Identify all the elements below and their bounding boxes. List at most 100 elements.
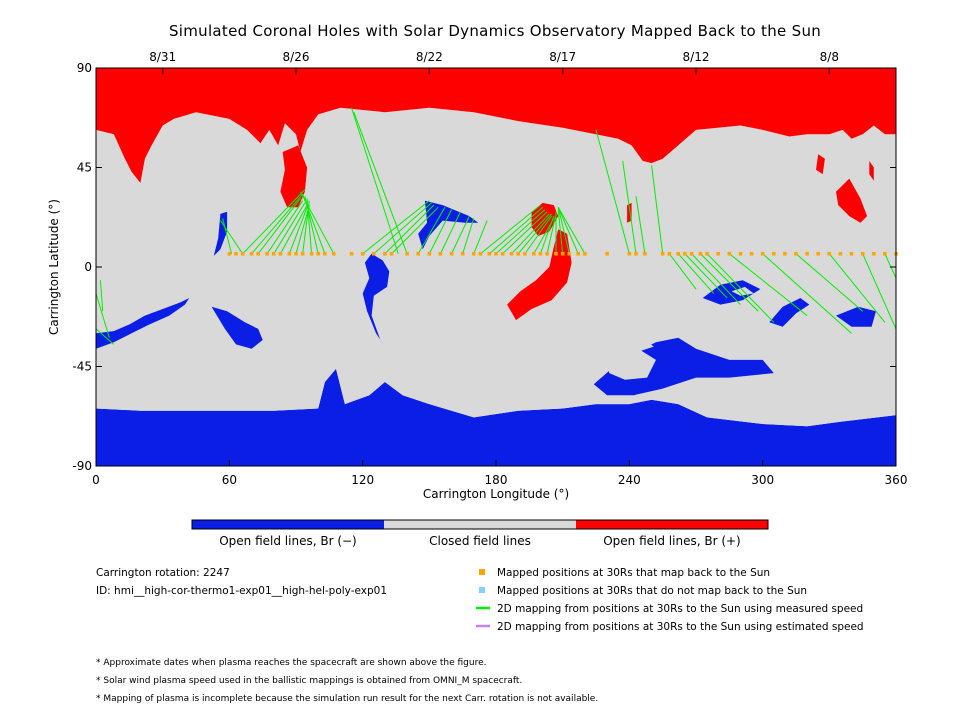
mapped-point: [727, 251, 732, 256]
mapped-point: [331, 251, 336, 256]
mapping-line: [622, 160, 637, 254]
legend-measured-label: 2D mapping from positions at 30Rs to the…: [497, 603, 863, 615]
mapping-line: [351, 107, 399, 254]
mapped-point: [523, 251, 527, 256]
mapped-point: [583, 251, 587, 256]
mapped-point: [438, 251, 443, 256]
mapping-line: [384, 204, 435, 255]
mapped-point: [349, 251, 354, 256]
mapped-point: [689, 251, 694, 256]
mapping-line: [439, 211, 461, 254]
mapping-line: [257, 198, 301, 255]
legend-mapped-marker: [479, 569, 485, 575]
date-tick-label: 8/26: [283, 50, 310, 64]
mapping-lines-layer: [95, 107, 897, 345]
mapped-point: [309, 251, 314, 256]
mapped-point: [294, 251, 298, 256]
mapped-point: [849, 251, 854, 256]
mapping-line: [302, 193, 326, 254]
mapping-line: [99, 280, 104, 312]
region-north-polar-cap: [96, 68, 896, 183]
mapping-line: [677, 253, 715, 294]
axes-layer: 0 60 120 180 240 300 360 90 45 0 -45 -90 8/31 8/26 8/2…: [72, 50, 907, 487]
x-tick-label: 120: [351, 473, 374, 487]
mapped-point: [300, 251, 305, 256]
mapping-line: [539, 215, 555, 254]
mapped-point: [871, 251, 876, 256]
mapped-point: [567, 251, 572, 256]
legend-unmapped-label: Mapped positions at 30Rs that do not map…: [497, 585, 807, 597]
mapped-point: [676, 251, 681, 256]
y-axis-label: Carrington Latitude (°): [47, 199, 61, 335]
colorbar-negative: [192, 520, 384, 529]
mapped-point: [705, 251, 709, 256]
date-tick-label: 8/22: [416, 50, 443, 64]
x-tick-label: 300: [751, 473, 774, 487]
chart-title: Simulated Coronal Holes with Solar Dynam…: [169, 22, 821, 40]
mapping-line: [273, 202, 306, 254]
mapped-point: [531, 251, 536, 256]
footnote-speed: * Solar wind plasma speed used in the ba…: [96, 676, 522, 686]
closed-island-oval-lon-235: [607, 348, 656, 380]
mapped-point: [545, 251, 549, 256]
mapped-point: [500, 251, 505, 256]
date-tick-label: 8/31: [149, 50, 176, 64]
mapped-point: [265, 251, 269, 256]
mapping-line: [251, 193, 304, 255]
mapped-point: [478, 251, 483, 256]
mapped-point: [316, 251, 321, 256]
mapped-point: [494, 251, 498, 256]
footnote-incomplete: * Mapping of plasma is incomplete becaus…: [96, 694, 598, 704]
mapped-point: [234, 251, 238, 256]
colorbar-frame: [191, 519, 769, 530]
region-south-polar-cap: [96, 68, 896, 466]
mapped-point: [256, 251, 261, 256]
mapped-point: [805, 251, 809, 256]
mapping-line: [489, 206, 543, 255]
mapping-line: [828, 253, 886, 323]
mapped-point: [389, 251, 394, 256]
mapping-line: [300, 191, 335, 254]
region-patch-lon-285: [702, 280, 761, 305]
mapping-line: [220, 220, 244, 255]
region-stripe-lon-125: [362, 253, 390, 347]
date-tick-label: 8/17: [549, 50, 576, 64]
region-belt-lon-0-40: [96, 298, 190, 349]
mapped-point: [576, 251, 581, 256]
mapped-point: [405, 251, 409, 256]
mapped-point: [427, 251, 432, 256]
mapped-point: [683, 251, 687, 256]
mapped-point: [240, 251, 245, 256]
mapped-point: [278, 251, 283, 256]
region-patch-lon-340: [836, 306, 876, 327]
mapped-point: [509, 251, 514, 256]
region-spot-lon-338: [836, 178, 868, 223]
mapping-line: [546, 213, 557, 254]
closed-field-region: [96, 107, 896, 427]
mapped-point: [487, 251, 492, 256]
mapping-line: [242, 189, 306, 255]
mapped-point: [249, 251, 254, 256]
x-tick-label: 240: [618, 473, 641, 487]
footnote-dates: * Approximate dates when plasma reaches …: [96, 658, 487, 668]
legend-unmapped-marker: [479, 587, 485, 593]
legend: Mapped positions at 30Rs that map back t…: [476, 567, 864, 633]
mapped-point: [794, 251, 798, 256]
region-lobe-lon-85: [280, 145, 308, 208]
mapped-point: [516, 251, 521, 256]
map-layer: [96, 68, 896, 466]
mapped-point: [838, 251, 843, 256]
mapped-point: [449, 251, 454, 256]
legend-mapped-label: Mapped positions at 30Rs that map back t…: [497, 567, 770, 579]
mapping-line: [557, 207, 570, 254]
mapping-line: [373, 202, 432, 255]
colorbar: Open field lines, Br (−) Closed field li…: [191, 519, 769, 548]
y-tick-label: 90: [77, 61, 92, 75]
mapping-line: [362, 200, 430, 255]
y-tick-label: 45: [77, 161, 92, 175]
mapping-line: [280, 204, 308, 254]
mapping-line: [762, 253, 852, 334]
mapping-line: [884, 253, 897, 279]
mapped-point: [371, 251, 376, 256]
mapping-line: [417, 207, 446, 254]
